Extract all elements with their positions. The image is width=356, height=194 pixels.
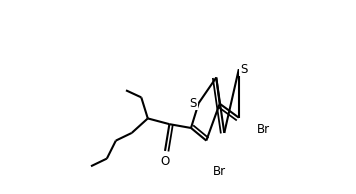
Text: Br: Br: [257, 123, 270, 136]
Text: S: S: [240, 63, 247, 76]
Text: Br: Br: [213, 165, 226, 178]
Text: S: S: [190, 97, 197, 110]
Text: O: O: [160, 155, 169, 168]
